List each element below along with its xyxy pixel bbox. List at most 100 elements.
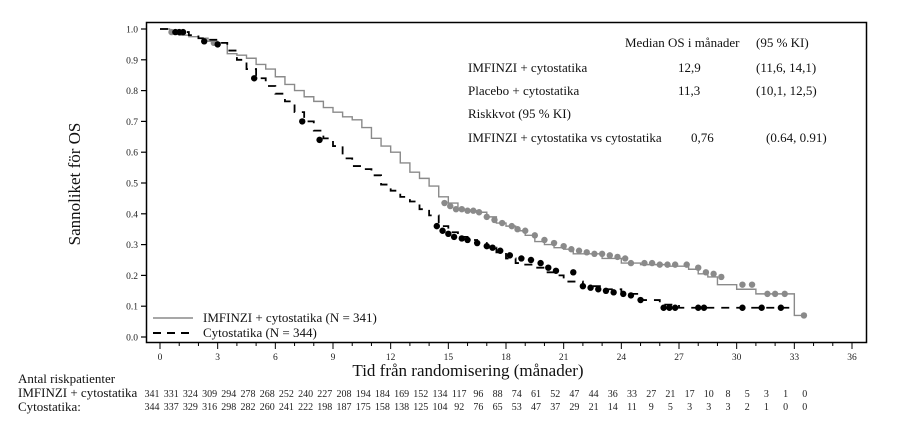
censor-mark-cytostatika <box>637 296 644 304</box>
risk-value: 3 <box>726 402 731 413</box>
risk-value: 5 <box>668 402 673 413</box>
risk-value: 3 <box>706 402 711 413</box>
plot-frame <box>145 21 868 344</box>
survival-curves <box>160 28 808 319</box>
censor-mark-cytostatika <box>700 304 708 311</box>
risk-row-label-cytostatika: Cytostatika: <box>18 399 81 414</box>
risk-value: 331 <box>164 389 179 400</box>
censor-mark-imfinzi <box>621 255 629 262</box>
risk-value: 227 <box>317 389 332 400</box>
risk-value: 125 <box>413 402 428 413</box>
risk-value: 37 <box>550 402 560 413</box>
risk-value: 47 <box>569 389 579 400</box>
x-tick-label: 6 <box>273 353 278 363</box>
risk-value: 268 <box>260 389 275 400</box>
y-tick-label: 0.8 <box>126 87 138 97</box>
censor-mark-cytostatika <box>433 222 440 230</box>
censor-mark-cytostatika <box>777 304 785 311</box>
risk-value: 33 <box>627 389 637 400</box>
censor-mark-imfinzi <box>541 236 548 244</box>
risk-row-label-imfinzi: IMFINZI + cytostatika <box>18 385 137 400</box>
x-tick-label: 0 <box>158 353 163 363</box>
x-tick-label: 15 <box>444 353 454 363</box>
censor-mark-imfinzi <box>648 259 656 267</box>
censor-mark-cytostatika <box>587 284 594 291</box>
risk-value: 309 <box>202 389 217 400</box>
censor-mark-cytostatika <box>445 230 452 238</box>
risk-value: 10 <box>704 389 714 400</box>
censor-mark-imfinzi <box>748 281 756 288</box>
risk-value: 2 <box>745 402 750 413</box>
censor-mark-imfinzi <box>695 264 702 271</box>
risk-value: 74 <box>512 389 522 400</box>
censor-mark-imfinzi <box>614 253 621 261</box>
risk-value: 0 <box>802 389 807 400</box>
censor-mark-imfinzi <box>710 270 717 278</box>
row2-label: Placebo + cytostatika <box>468 83 580 98</box>
censor-mark-cytostatika <box>179 28 187 36</box>
censor-mark-cytostatika <box>595 286 602 293</box>
censor-mark-imfinzi <box>550 239 558 247</box>
risk-value: 324 <box>183 389 198 400</box>
median-header: Median OS i månader <box>625 35 740 50</box>
censor-mark-cytostatika <box>489 244 496 251</box>
censor-mark-cytostatika <box>610 289 617 296</box>
y-tick-label: 0.3 <box>126 241 138 251</box>
censor-mark-cytostatika <box>660 304 667 311</box>
hr-ci: (0.64, 0.91) <box>766 130 827 145</box>
risk-value: 198 <box>317 402 332 413</box>
risk-value: 61 <box>531 389 541 400</box>
censor-mark-imfinzi <box>514 226 521 233</box>
censor-mark-cytostatika <box>739 304 746 311</box>
risk-value: 104 <box>433 402 448 413</box>
censor-mark-imfinzi <box>447 202 454 210</box>
risk-value: 152 <box>413 389 428 400</box>
censor-mark-imfinzi <box>800 312 808 319</box>
risk-table: Antal riskpatienter IMFINZI + cytostatik… <box>18 371 807 414</box>
risk-value: 17 <box>685 389 695 400</box>
y-tick-label: 0.5 <box>126 180 138 190</box>
x-tick-label: 21 <box>559 353 569 363</box>
risk-value: 158 <box>375 402 390 413</box>
risk-value: 5 <box>745 389 750 400</box>
censor-mark-cytostatika <box>483 242 490 250</box>
y-tick-label: 0.7 <box>126 118 138 128</box>
y-axis-title: Sannoliket för OS <box>65 123 84 246</box>
risk-value: 194 <box>356 389 371 400</box>
censor-mark-imfinzi <box>458 205 465 213</box>
risk-value: 76 <box>473 402 483 413</box>
ci-header: (95 % KI) <box>756 35 809 50</box>
censor-mark-cytostatika <box>620 290 627 298</box>
risk-value: 9 <box>649 402 654 413</box>
censor-mark-imfinzi <box>452 205 460 213</box>
censor-mark-imfinzi <box>591 250 598 258</box>
censor-mark-cytostatika <box>518 255 525 262</box>
y-tick-label: 0.6 <box>126 149 138 159</box>
risk-value: 184 <box>375 389 390 400</box>
row1-ci: (11,6, 14,1) <box>756 60 816 75</box>
risk-value: 47 <box>531 402 541 413</box>
censor-mark-imfinzi <box>475 209 483 216</box>
censor-mark-imfinzi <box>498 219 506 227</box>
x-axis-title: Tid från randomisering (månader) <box>352 361 583 380</box>
risk-value: 169 <box>394 389 409 400</box>
y-tick-label: 0.0 <box>126 334 138 344</box>
risk-value: 36 <box>608 389 618 400</box>
censor-mark-imfinzi <box>598 250 606 258</box>
risk-value: 222 <box>298 402 313 413</box>
censor-mark-imfinzi <box>641 259 648 267</box>
x-tick-label: 33 <box>790 353 800 363</box>
censor-mark-imfinzi <box>656 261 663 268</box>
risk-table-title: Antal riskpatienter <box>18 371 116 386</box>
risk-value: 337 <box>164 402 179 413</box>
risk-value: 44 <box>589 389 599 400</box>
censor-mark-cytostatika <box>666 304 673 311</box>
censor-mark-imfinzi <box>575 247 583 254</box>
risk-value: 21 <box>665 389 675 400</box>
censor-mark-imfinzi <box>702 269 710 276</box>
legend: IMFINZI + cytostatika (N = 341) Cytostat… <box>153 310 377 340</box>
risk-value: 240 <box>298 389 313 400</box>
legend-label-cytostatika: Cytostatika (N = 344) <box>203 325 317 340</box>
x-tick-label: 36 <box>847 353 857 363</box>
